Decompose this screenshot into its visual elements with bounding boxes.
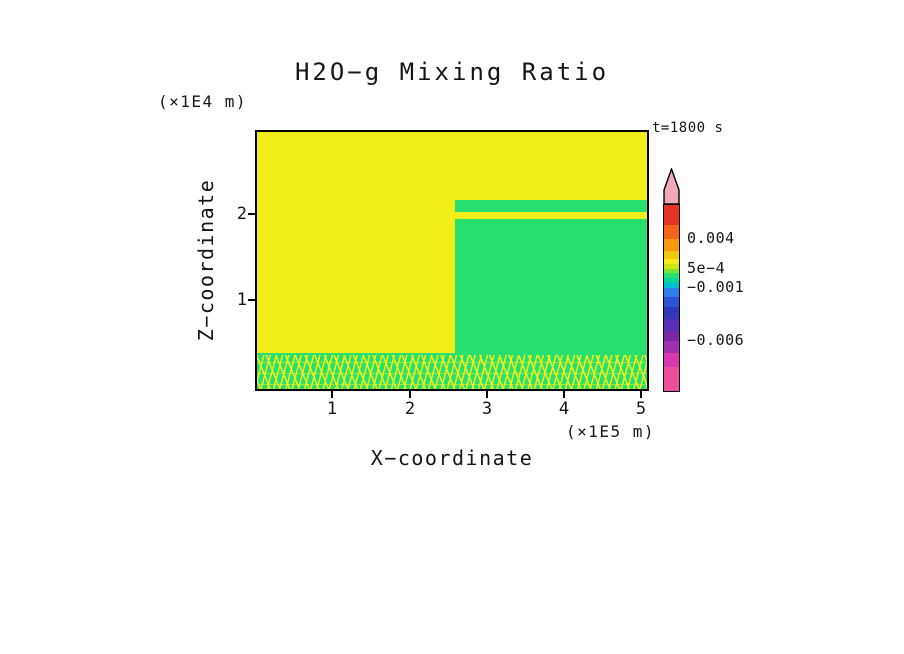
- region-surface-noise: [257, 353, 647, 389]
- time-label: t=1800 s: [652, 120, 724, 136]
- colorbar-segment: [664, 259, 679, 264]
- colorbar-segments: [663, 204, 680, 392]
- colorbar-segment: [664, 353, 679, 367]
- colorbar-segment: [664, 319, 679, 331]
- colorbar-segment: [664, 273, 679, 278]
- colorbar-arrow-icon: [663, 168, 680, 205]
- z-tick-label: 1: [236, 290, 247, 310]
- colorbar-segment: [664, 251, 679, 259]
- x-axis-tick: [409, 391, 411, 398]
- colorbar-segment: [664, 283, 679, 288]
- colorbar-segment: [664, 269, 679, 273]
- x-tick-label: 3: [481, 399, 493, 419]
- colorbar-segment: [664, 278, 679, 283]
- colorbar-tick-label: 5e−4: [687, 259, 726, 277]
- x-tick-label: 1: [326, 399, 338, 419]
- x-axis-tick: [331, 391, 333, 398]
- colorbar-segment: [664, 307, 679, 319]
- x-axis-tick: [486, 391, 488, 398]
- colorbar-segment: [664, 225, 679, 239]
- colorbar-segment: [664, 341, 679, 353]
- x-axis-label: X−coordinate: [370, 446, 534, 470]
- z-axis-unit-label: (×1E4 m): [158, 92, 248, 111]
- colorbar-segment: [664, 205, 679, 225]
- x-tick-label: 4: [558, 399, 570, 419]
- region-green-stripe: [455, 200, 647, 212]
- colorbar-tick-label: −0.006: [687, 331, 745, 349]
- colorbar-segment: [664, 288, 679, 297]
- x-tick-label: 5: [635, 399, 647, 419]
- z-axis-tick: [248, 213, 255, 215]
- x-tick-label: 2: [404, 399, 416, 419]
- colorbar: [663, 168, 680, 392]
- colorbar-segment: [664, 331, 679, 341]
- z-tick-label: 2: [236, 204, 247, 224]
- x-axis-unit-label: (×1E5 m): [565, 422, 655, 441]
- x-axis-tick: [640, 391, 642, 398]
- colorbar-segment: [664, 239, 679, 251]
- chart-title: H2O−g Mixing Ratio: [294, 58, 610, 86]
- z-axis-tick: [248, 299, 255, 301]
- colorbar-tick-label: −0.001: [687, 278, 745, 296]
- colorbar-segment: [664, 297, 679, 307]
- plot-frame: [255, 130, 649, 391]
- z-axis-label: Z−coordinate: [194, 178, 218, 342]
- x-axis-tick: [563, 391, 565, 398]
- colorbar-segment: [664, 264, 679, 269]
- colorbar-segment: [664, 367, 679, 391]
- colorbar-tick-label: 0.004: [687, 229, 735, 247]
- plot-area: [257, 132, 647, 389]
